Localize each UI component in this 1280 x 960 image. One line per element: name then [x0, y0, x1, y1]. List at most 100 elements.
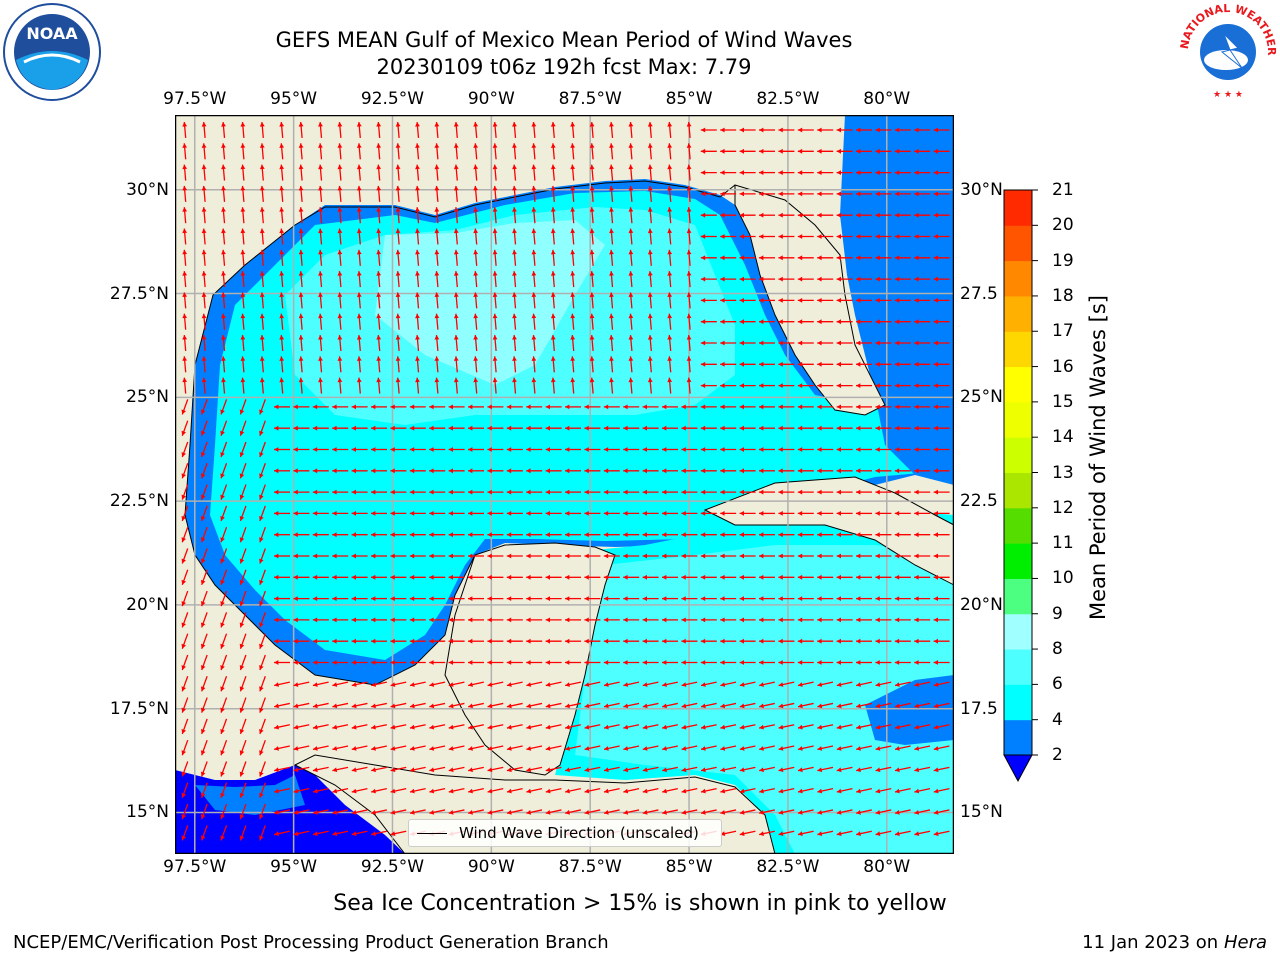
wind-wave-arrow [589, 356, 595, 373]
wind-wave-arrow [914, 660, 931, 665]
wind-wave-arrow [371, 809, 387, 815]
gulf-map [175, 115, 954, 854]
wind-wave-arrow [448, 788, 465, 794]
wind-wave-arrow [201, 334, 207, 352]
wind-wave-arrow [371, 638, 387, 644]
wind-wave-arrow [817, 361, 834, 367]
wind-wave-arrow [487, 681, 504, 687]
wind-wave-arrow [759, 553, 775, 559]
wind-wave-arrow [274, 596, 290, 601]
wind-wave-arrow [356, 185, 362, 202]
wind-wave-arrow [681, 447, 698, 452]
wind-wave-arrow [512, 334, 517, 352]
wind-wave-arrow [259, 271, 265, 288]
wind-wave-arrow [492, 228, 498, 245]
wind-wave-arrow [565, 425, 581, 431]
wind-wave-arrow [526, 425, 543, 431]
wind-wave-arrow [337, 313, 343, 330]
wind-wave-arrow [545, 617, 562, 623]
wind-wave-arrow [817, 766, 834, 773]
colorbar-label: Mean Period of Wind Waves [s] [1086, 295, 1110, 620]
wind-wave-arrow [506, 702, 523, 709]
wind-wave-arrow [468, 489, 484, 495]
wind-wave-arrow [894, 660, 911, 665]
wind-wave-arrow [836, 724, 853, 730]
wind-wave-arrow [545, 660, 562, 665]
wind-wave-arrow [642, 766, 659, 773]
wind-wave-arrow [259, 121, 265, 139]
wind-wave-arrow [259, 782, 266, 799]
wind-wave-arrow [395, 228, 401, 245]
wind-wave-arrow [797, 766, 814, 773]
wind-wave-arrow [550, 334, 556, 352]
wind-wave-arrow [759, 511, 775, 516]
wind-wave-arrow [700, 255, 717, 261]
wind-wave-arrow [298, 164, 304, 181]
wind-wave-arrow [914, 681, 931, 687]
wind-wave-arrow [894, 617, 911, 623]
wind-wave-arrow [856, 788, 872, 794]
wind-wave-arrow [468, 404, 484, 410]
wind-wave-arrow [603, 553, 620, 559]
wind-wave-arrow [220, 718, 228, 735]
wind-wave-arrow [259, 761, 266, 777]
wind-wave-arrow [817, 298, 834, 303]
wind-wave-arrow [182, 271, 188, 288]
wind-wave-arrow [584, 447, 601, 452]
wind-wave-arrow [376, 164, 382, 181]
wind-wave-arrow [220, 420, 228, 436]
wind-wave-arrow [628, 185, 634, 202]
wind-wave-arrow [875, 638, 892, 644]
wind-wave-arrow [894, 702, 911, 709]
wind-wave-arrow [468, 702, 484, 709]
wind-wave-arrow [894, 425, 911, 431]
wind-wave-arrow [448, 425, 465, 431]
wind-wave-arrow [434, 207, 440, 224]
wind-wave-arrow [894, 255, 911, 261]
wind-wave-arrow [434, 228, 440, 245]
wind-wave-arrow [371, 745, 387, 751]
wind-wave-arrow [332, 532, 349, 538]
wind-wave-arrow [759, 340, 775, 346]
wind-wave-arrow [914, 702, 931, 709]
wind-wave-arrow [836, 617, 853, 623]
wind-wave-arrow [492, 185, 498, 202]
wind-wave-arrow [720, 511, 737, 516]
wind-wave-arrow [526, 489, 543, 495]
wind-wave-arrow [240, 164, 246, 181]
wind-wave-arrow [351, 447, 368, 452]
wind-wave-arrow [720, 425, 737, 431]
wind-wave-arrow [623, 766, 640, 773]
wind-wave-arrow [836, 170, 853, 175]
wind-wave-arrow [201, 249, 207, 266]
wind-wave-arrow [545, 468, 562, 474]
wind-wave-arrow [667, 164, 673, 181]
wind-wave-arrow [739, 425, 756, 431]
wind-wave-arrow [550, 121, 556, 139]
wind-wave-arrow [836, 489, 853, 495]
wind-wave-arrow [318, 207, 323, 224]
wind-wave-arrow [468, 766, 484, 773]
wind-wave-arrow [453, 271, 459, 288]
wind-wave-arrow [628, 121, 634, 139]
wind-wave-arrow [759, 298, 775, 303]
wind-wave-arrow [221, 292, 226, 309]
wind-wave-arrow [200, 825, 208, 841]
wind-wave-arrow [836, 127, 853, 133]
wind-wave-arrow [512, 249, 517, 266]
lat-tick-right: 30°N [960, 179, 1003, 200]
wind-wave-arrow [739, 276, 756, 282]
wind-wave-arrow [797, 788, 814, 794]
wind-wave-arrow [647, 271, 653, 288]
wind-wave-arrow [531, 164, 537, 181]
colorbar-tick-label: 16 [1052, 356, 1074, 377]
wind-wave-arrow [778, 766, 795, 773]
wind-wave-arrow [759, 638, 775, 644]
wind-wave-arrow [453, 313, 459, 330]
wind-wave-arrow [584, 766, 601, 773]
wind-wave-arrow [220, 569, 228, 586]
wind-wave-arrow [259, 441, 266, 458]
wind-wave-arrow [318, 185, 323, 202]
wind-wave-arrow [759, 255, 775, 261]
wind-wave-arrow [239, 526, 247, 543]
